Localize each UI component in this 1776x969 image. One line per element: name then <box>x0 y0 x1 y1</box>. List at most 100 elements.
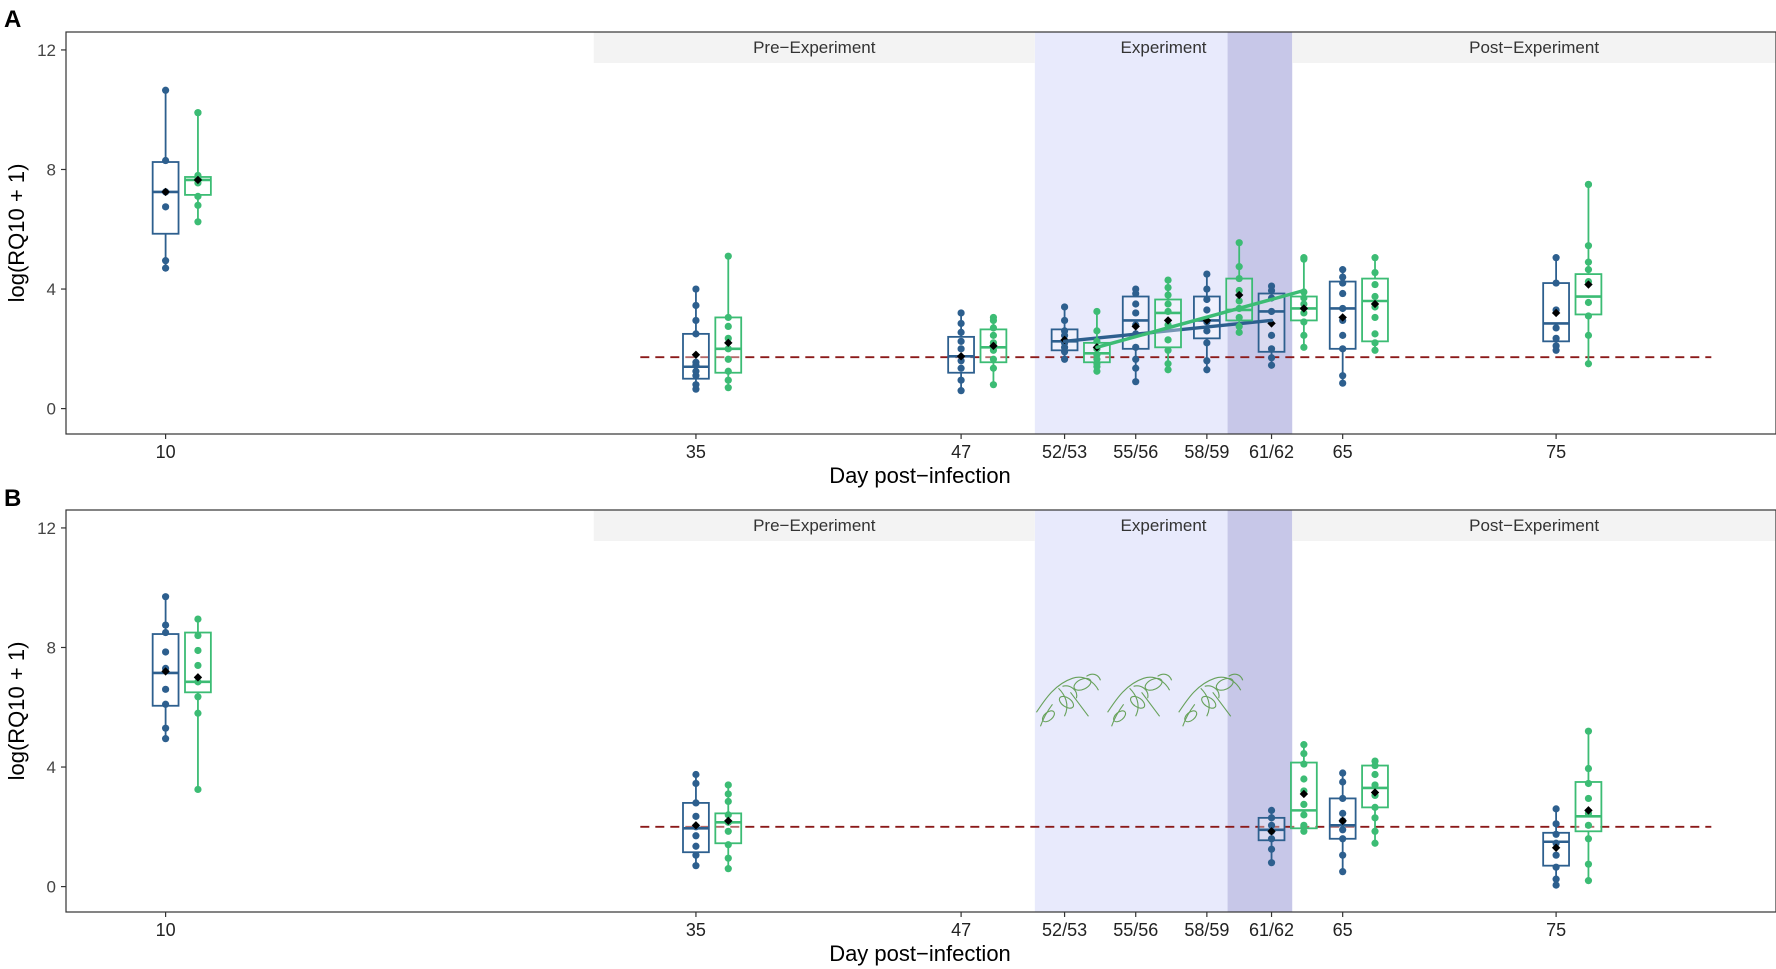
x-tick-label: 75 <box>1546 442 1566 462</box>
data-point <box>1164 276 1172 284</box>
data-point <box>161 156 170 165</box>
data-point <box>1267 361 1276 369</box>
data-point <box>724 797 732 806</box>
box-group-green <box>184 615 212 794</box>
plant-leaf <box>1144 677 1163 691</box>
data-point <box>1203 339 1211 347</box>
x-axis-title: Day post−infection <box>829 463 1011 488</box>
box-group-green <box>1574 727 1603 885</box>
data-point <box>1203 295 1211 304</box>
data-point <box>194 218 202 226</box>
plant-leaf <box>1184 710 1198 723</box>
data-point <box>1371 781 1379 789</box>
y-tick-label: 8 <box>47 638 56 657</box>
data-point <box>194 201 202 209</box>
experiment-shade <box>1034 32 1228 434</box>
plant-tip <box>1086 673 1101 681</box>
mean-marker <box>1370 788 1380 797</box>
phase-label: Pre−Experiment <box>753 516 876 535</box>
data-point <box>1584 331 1593 339</box>
data-point <box>1300 811 1308 819</box>
plant-leaf <box>1041 710 1055 723</box>
data-point <box>1300 343 1308 351</box>
data-point <box>692 851 700 859</box>
data-point <box>1300 254 1308 262</box>
data-point <box>957 337 965 345</box>
data-point <box>1060 355 1069 363</box>
y-tick-label: 4 <box>47 758 56 777</box>
plant-leaf <box>1130 695 1146 709</box>
mean-marker <box>1299 789 1309 799</box>
x-tick-label: 52/53 <box>1042 442 1087 462</box>
data-point <box>989 364 998 372</box>
data-point <box>1339 289 1347 298</box>
x-tick-label: 65 <box>1333 920 1353 940</box>
data-point <box>1339 266 1347 274</box>
data-point <box>1552 875 1560 883</box>
data-point <box>1300 294 1308 302</box>
data-point <box>724 355 732 363</box>
plant-stem <box>1036 676 1099 713</box>
data-point <box>161 700 170 708</box>
x-tick-label: 47 <box>951 442 971 462</box>
x-tick-label: 58/59 <box>1184 920 1229 940</box>
x-tick-label: 55/56 <box>1113 442 1158 462</box>
data-point <box>1300 821 1308 829</box>
plant-leaf <box>1073 677 1092 691</box>
data-point <box>1300 827 1308 835</box>
data-point <box>194 709 202 717</box>
box <box>151 161 180 235</box>
data-point <box>1164 346 1172 354</box>
plant-branch <box>1111 691 1161 727</box>
box-group-green <box>1083 307 1111 375</box>
data-point <box>724 345 732 353</box>
data-point <box>161 593 170 601</box>
data-point <box>1235 263 1243 271</box>
data-point <box>957 364 965 372</box>
data-point <box>161 724 170 732</box>
y-tick-label: 4 <box>47 280 56 299</box>
mean-marker <box>1267 827 1276 836</box>
data-point <box>1552 324 1560 332</box>
data-point <box>1552 254 1560 262</box>
x-tick-label: 52/53 <box>1042 920 1087 940</box>
data-point <box>1164 283 1172 292</box>
data-point <box>724 827 732 835</box>
mean-marker <box>1338 816 1347 826</box>
data-point <box>1371 803 1379 811</box>
data-point <box>1300 318 1308 326</box>
data-point <box>1339 379 1347 387</box>
x-tick-label: 35 <box>686 920 706 940</box>
box-group-green <box>979 313 1008 389</box>
data-point <box>1267 814 1276 822</box>
data-point <box>1339 769 1347 777</box>
panel-b-label: B <box>4 485 21 512</box>
data-point <box>692 316 700 325</box>
mean-marker <box>161 667 170 676</box>
data-point <box>1339 809 1347 817</box>
data-point <box>724 334 732 342</box>
data-point <box>692 381 700 389</box>
data-point <box>692 779 700 788</box>
x-tick-label: 75 <box>1546 920 1566 940</box>
data-point <box>1164 291 1172 299</box>
overlap-shade <box>1227 32 1293 434</box>
mean-marker <box>193 673 203 682</box>
data-point <box>692 285 700 293</box>
data-point <box>1235 313 1243 322</box>
data-point <box>1235 239 1243 247</box>
mean-marker <box>691 821 701 830</box>
data-point <box>1584 835 1593 843</box>
data-point <box>724 313 732 322</box>
data-point <box>1132 364 1140 372</box>
data-point <box>724 252 732 260</box>
data-point <box>692 799 700 807</box>
data-point <box>692 301 700 310</box>
data-point <box>1339 778 1347 786</box>
box-group-blue <box>947 309 975 395</box>
x-tick-label: 10 <box>156 442 176 462</box>
data-point <box>692 832 700 840</box>
data-point <box>1164 307 1172 316</box>
data-point <box>194 646 202 655</box>
data-point <box>1339 279 1347 287</box>
